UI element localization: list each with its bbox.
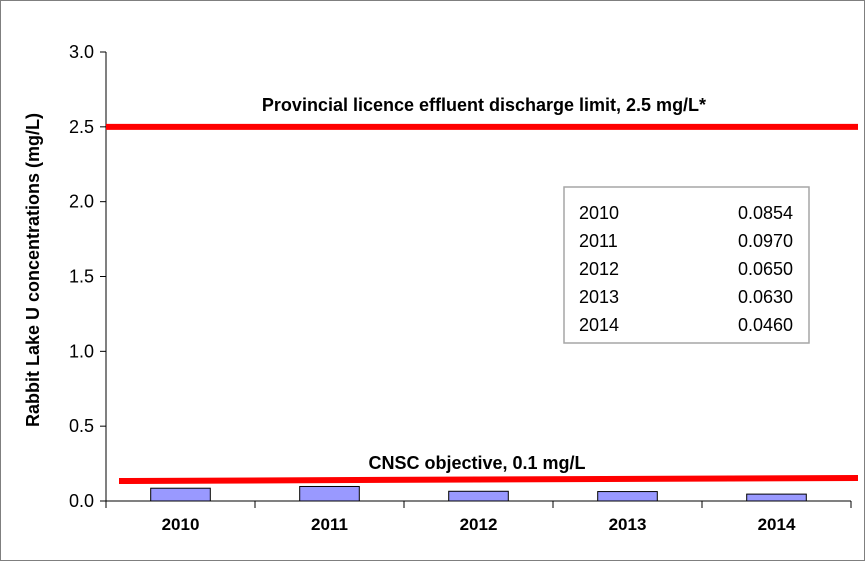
bar-2014 <box>746 493 807 502</box>
bar-2011 <box>299 485 360 502</box>
y-axis-title: Rabbit Lake U concentrations (mg/L) <box>23 113 43 427</box>
bars <box>150 485 807 502</box>
reference-lines: Provincial licence effluent discharge li… <box>106 95 859 484</box>
discharge-limit-label: Provincial licence effluent discharge li… <box>262 95 706 115</box>
inset-box <box>563 186 810 344</box>
inset-year: 2014 <box>579 315 619 335</box>
y-tick-label: 1.0 <box>69 341 94 361</box>
inset-value: 0.0650 <box>738 259 793 279</box>
inset-year: 2012 <box>579 259 619 279</box>
y-tick-label: 0.5 <box>69 416 94 436</box>
inset-value: 0.0460 <box>738 315 793 335</box>
y-tick-label: 0.0 <box>69 491 94 511</box>
y-tick-label: 1.5 <box>69 267 94 287</box>
bar-2012 <box>448 490 509 502</box>
inset-value: 0.0630 <box>738 287 793 307</box>
bar-2010 <box>150 487 211 502</box>
y-tick-label: 2.5 <box>69 117 94 137</box>
x-tick-label: 2011 <box>311 515 348 534</box>
x-tick-label: 2014 <box>758 515 796 534</box>
x-axis: 2010 2011 2012 2013 2014 <box>105 500 852 534</box>
inset-value-table: 2010 0.0854 2011 0.0970 2012 0.0650 2013 0.0630… <box>563 186 810 344</box>
y-tick-label: 3.0 <box>69 42 94 62</box>
inset-value: 0.0970 <box>738 231 793 251</box>
bar-2013 <box>597 491 658 502</box>
x-tick-label: 2012 <box>460 515 498 534</box>
y-tick-label: 2.0 <box>69 192 94 212</box>
cnsc-objective-line <box>118 475 859 484</box>
cnsc-objective-label: CNSC objective, 0.1 mg/L <box>368 453 585 473</box>
inset-year: 2010 <box>579 203 619 223</box>
inset-value: 0.0854 <box>738 203 793 223</box>
inset-year: 2011 <box>579 231 618 251</box>
inset-year: 2013 <box>579 287 619 307</box>
x-tick-label: 2013 <box>609 515 647 534</box>
y-axis: 0.0 0.5 1.0 1.5 2.0 2.5 3.0 <box>69 42 107 511</box>
x-tick-label: 2010 <box>162 515 200 534</box>
